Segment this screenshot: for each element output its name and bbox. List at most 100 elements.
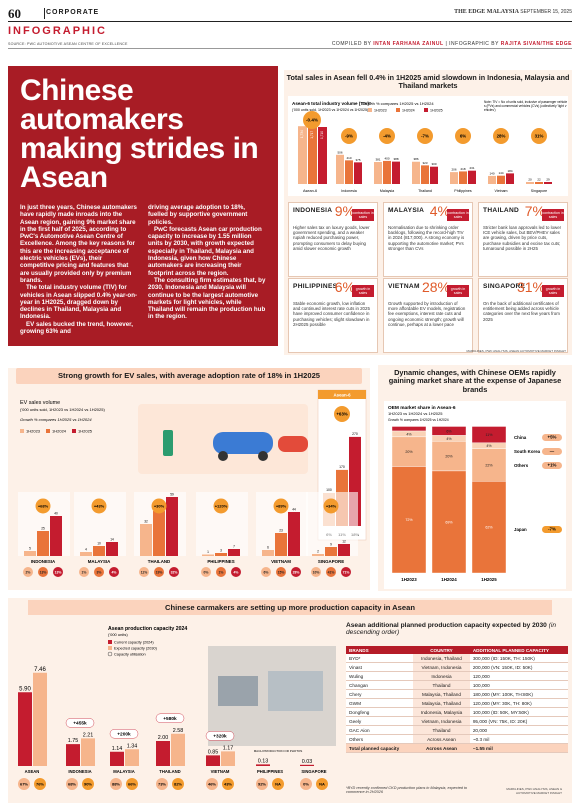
country-pct-label: contraction in sales bbox=[352, 209, 374, 221]
utilisation-dot bbox=[110, 778, 122, 790]
bar-label: 144 bbox=[498, 171, 503, 175]
table-note: *BYD recently confirmed CKD production p… bbox=[346, 786, 468, 795]
table-cell: Malaysia, Thailand bbox=[413, 689, 470, 699]
credits-rule bbox=[8, 48, 572, 49]
country-name: VIETNAM bbox=[388, 283, 420, 290]
oem-legend-change: -7% bbox=[548, 527, 556, 532]
bar-label: 206 bbox=[451, 168, 456, 172]
adoption-value: 3% bbox=[97, 570, 102, 574]
bar-label: 1,710 bbox=[320, 131, 324, 139]
adoption-dot bbox=[79, 567, 89, 577]
country-name: PHILIPPINES bbox=[293, 283, 338, 290]
legend-label: Current capacity (2024) bbox=[114, 641, 154, 645]
utilisation-value: 66% bbox=[128, 781, 136, 786]
table-row: Chery Malaysia, Thailand 180,000 (MY: 100K… bbox=[346, 689, 568, 699]
country-card-philippines: PHILIPPINES 6% growth in sales Stable econo… bbox=[288, 278, 378, 353]
ev-sales-title: Strong growth for EV sales, with average… bbox=[16, 368, 362, 384]
oem-bar-others bbox=[391, 436, 427, 467]
article-paragraph: In just three years, Chinese automakers … bbox=[20, 204, 137, 284]
adoption-dot bbox=[276, 567, 286, 577]
country-card-indonesia: INDONESIA 9% contraction in sales Higher sa… bbox=[288, 202, 378, 277]
country-pct-label: contraction in sales bbox=[542, 209, 564, 221]
table-row: GAC Aion Thailand 20,000 bbox=[346, 725, 568, 735]
oem-legend-change: +5% bbox=[548, 435, 557, 440]
utilisation-value: 92% bbox=[258, 781, 266, 786]
section-label: CORPORATE bbox=[46, 9, 100, 16]
bar bbox=[526, 182, 534, 184]
bar bbox=[354, 162, 362, 184]
utilisation-dot bbox=[256, 778, 268, 790]
ev-bar bbox=[325, 547, 337, 556]
table-cell: ~0.3 mil bbox=[469, 734, 568, 744]
current-capacity-label: 2.00 bbox=[158, 735, 169, 741]
utilisation-dot bbox=[18, 778, 30, 790]
expected-capacity-label: 1.17 bbox=[223, 745, 234, 751]
wheel-icon bbox=[258, 451, 268, 461]
legend-label: Expected capacity (2030) bbox=[114, 647, 158, 651]
growth-value: +43% bbox=[94, 504, 105, 509]
utilisation-value: 76% bbox=[36, 781, 44, 786]
adoption-dot bbox=[94, 567, 104, 577]
country-name: INDONESIA bbox=[293, 207, 333, 214]
tiv-ylabel-sub: ('000 units sold, 1H2023 vs 1H2024 vs 1H… bbox=[292, 108, 368, 112]
total-sales-chart-area: Asean-6 total industry volume (TIV)* ('00… bbox=[288, 96, 568, 196]
ev-bar bbox=[338, 544, 350, 556]
table-cell: Vinast bbox=[346, 662, 414, 672]
legend-swatch bbox=[424, 108, 428, 112]
adoption-value: 4% bbox=[234, 570, 239, 574]
category-label: Malaysia bbox=[380, 189, 394, 193]
ev-bar-label: 32 bbox=[144, 520, 148, 524]
inset-label: Asean-6 bbox=[333, 393, 351, 398]
table-cell: 300,000 (ID: 150K, TH: 150K) bbox=[469, 654, 568, 663]
adoption-value: 13% bbox=[55, 570, 62, 574]
category-label: Thailand bbox=[418, 189, 432, 193]
utilisation-value: NA bbox=[275, 781, 281, 786]
table-cell: GWM bbox=[346, 698, 414, 708]
oem-bar-label: 11% bbox=[486, 433, 494, 437]
table-title-text: Asean additional planned production capa… bbox=[346, 622, 547, 629]
oem-chart-title: OEM market share in Asean-6 bbox=[388, 405, 456, 411]
addition-value: +200k bbox=[117, 731, 131, 737]
table-header-row: BRANDS COUNTRY ADDITIONAL PLANNED CAPACITY bbox=[346, 646, 568, 654]
article-title: Chinese automakers making strides in Ase… bbox=[20, 74, 259, 194]
oem-legend-name: China bbox=[514, 435, 527, 440]
country-description: Stable economic growth, low inflation an… bbox=[293, 301, 370, 327]
addition-value: +320k bbox=[213, 733, 227, 739]
oem-share-title: Dynamic changes, with Chinese OEMs rapid… bbox=[388, 368, 562, 394]
utilisation-dot bbox=[222, 778, 234, 790]
adoption-dot bbox=[139, 567, 149, 577]
utilisation-value: 67% bbox=[20, 781, 28, 786]
country-pct-label: growth in sales bbox=[542, 285, 564, 297]
adoption-value: 6% bbox=[264, 570, 269, 574]
country-card-malaysia: MALAYSIA 4% contraction in sales Normalisat… bbox=[383, 202, 473, 277]
country-pct: 31% bbox=[516, 279, 545, 295]
growth-bubble bbox=[531, 128, 547, 144]
expected-capacity-bar bbox=[125, 749, 139, 766]
oem-bar-label: 6% bbox=[446, 429, 452, 433]
growth-bubble bbox=[213, 498, 229, 514]
ev-bar-label: 6 bbox=[267, 546, 269, 550]
utilisation-dot bbox=[272, 778, 284, 790]
oem-legend-pill bbox=[542, 448, 562, 455]
ev-bar-label: 7 bbox=[233, 545, 235, 549]
bar-label: 375 bbox=[355, 158, 360, 162]
oem-legend-pill bbox=[542, 526, 562, 533]
inset-bar-label: 270 bbox=[352, 432, 358, 436]
table-source: MARKLINES, PWC ANALYSIS, ASEAN & AUTOMOT… bbox=[506, 787, 562, 795]
oem-legend-name: South Korea bbox=[514, 449, 541, 454]
credits: COMPILED BY INTAN FARHANA ZAINUL | INFOG… bbox=[332, 41, 572, 47]
utilisation-value: 43% bbox=[224, 781, 232, 786]
adoption-dot bbox=[291, 567, 301, 577]
table-row: Total planned capacity Across Asean ~1.55 … bbox=[346, 743, 568, 753]
bar-asean6 bbox=[298, 126, 307, 184]
table-row: Others Across Asean ~0.3 mil bbox=[346, 734, 568, 744]
bar bbox=[430, 166, 438, 184]
publication-name: THE EDGE MALAYSIA bbox=[454, 9, 519, 15]
oem-bar-japan bbox=[391, 466, 427, 574]
category-label: Singapore bbox=[531, 189, 547, 193]
table-cell: Across Asean bbox=[413, 734, 470, 744]
oem-bar-label: 62% bbox=[485, 526, 493, 530]
car-icon-2 bbox=[278, 436, 308, 452]
bar bbox=[497, 175, 505, 184]
ev-bar-label: 10 bbox=[97, 542, 101, 546]
